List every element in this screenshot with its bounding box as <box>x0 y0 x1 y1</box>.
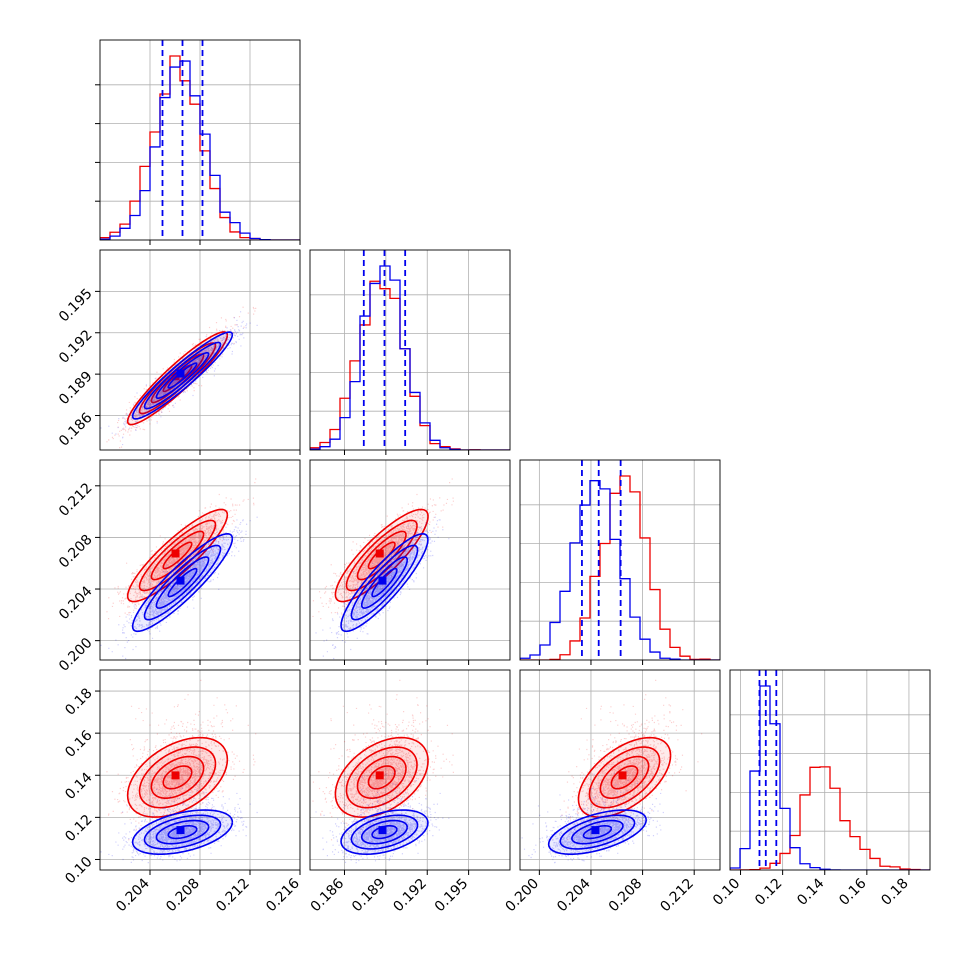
histogram-panel-0 <box>100 40 300 240</box>
density-peak-red <box>171 549 180 558</box>
x-tick-label-0: 0.208 <box>163 876 203 916</box>
panel-frame <box>309 669 511 871</box>
density-peak-blue <box>176 576 185 585</box>
scatter-points-red <box>312 679 454 843</box>
scatter-panel-2-1 <box>310 460 510 660</box>
histogram-panel-1 <box>310 250 510 450</box>
scatter-panel-3-0 <box>100 670 300 870</box>
x-tick-label-2: 0.204 <box>554 875 594 915</box>
y-tick-label-1: 0.189 <box>56 368 96 408</box>
density-peak-blue <box>378 576 387 585</box>
x-tick-label-1: 0.189 <box>349 876 389 916</box>
density-peak-red <box>375 549 384 558</box>
y-tick-label-2: 0.212 <box>56 480 96 520</box>
panel-frame <box>519 459 721 661</box>
histogram-panel-2 <box>520 460 720 660</box>
y-tick-label-3: 0.10 <box>62 854 95 887</box>
x-tick-label-1: 0.186 <box>308 875 348 915</box>
histogram-panel-3 <box>730 670 930 870</box>
y-tick-label-1: 0.192 <box>56 327 96 367</box>
y-tick-label-2: 0.204 <box>56 583 96 623</box>
y-tick-label-3: 0.16 <box>62 727 95 760</box>
density-peak-red <box>171 372 180 381</box>
x-tick-label-3: 0.12 <box>752 876 785 909</box>
x-tick-label-2: 0.208 <box>606 876 646 916</box>
y-tick-label-2: 0.208 <box>56 532 96 572</box>
x-tick-label-3: 0.16 <box>836 875 869 908</box>
panel-frame <box>519 669 721 871</box>
y-tick-label-3: 0.18 <box>62 685 95 718</box>
density-peak-blue <box>378 826 387 835</box>
x-tick-label-0: 0.212 <box>213 876 253 916</box>
x-tick-label-0: 0.204 <box>113 875 153 915</box>
x-tick-label-1: 0.192 <box>390 876 430 916</box>
x-tick-label-3: 0.14 <box>794 875 827 908</box>
y-tick-label-2: 0.200 <box>56 635 96 675</box>
scatter-panel-1-0 <box>100 250 300 450</box>
y-tick-label-3: 0.14 <box>62 770 95 803</box>
x-tick-label-1: 0.195 <box>432 876 472 916</box>
scatter-panel-2-0 <box>100 460 300 660</box>
density-peak-blue <box>176 369 185 378</box>
histogram-blue <box>520 480 720 660</box>
x-tick-label-3: 0.18 <box>878 876 911 909</box>
histogram-red <box>520 475 720 660</box>
panel-frame <box>309 249 511 451</box>
x-tick-label-3: 0.10 <box>710 876 743 909</box>
density-peak-blue <box>176 826 185 835</box>
histogram-blue <box>310 265 510 450</box>
y-tick-label-1: 0.195 <box>56 286 96 326</box>
panel-frame <box>309 459 511 661</box>
histogram-red <box>730 766 930 870</box>
density-peak-blue <box>591 826 600 835</box>
scatter-panel-3-1 <box>310 670 510 870</box>
x-tick-label-2: 0.200 <box>503 876 543 916</box>
x-tick-label-0: 0.216 <box>263 875 303 915</box>
density-peak-red <box>618 771 627 780</box>
scatter-panel-3-2 <box>520 670 720 870</box>
panel-frame <box>729 669 931 871</box>
histogram-blue <box>100 60 300 240</box>
density-peak-red <box>375 771 384 780</box>
y-tick-label-1: 0.186 <box>56 410 96 450</box>
x-tick-label-2: 0.212 <box>657 876 697 916</box>
y-tick-label-3: 0.12 <box>62 812 95 845</box>
density-peak-red <box>171 771 180 780</box>
histogram-blue <box>730 685 930 870</box>
